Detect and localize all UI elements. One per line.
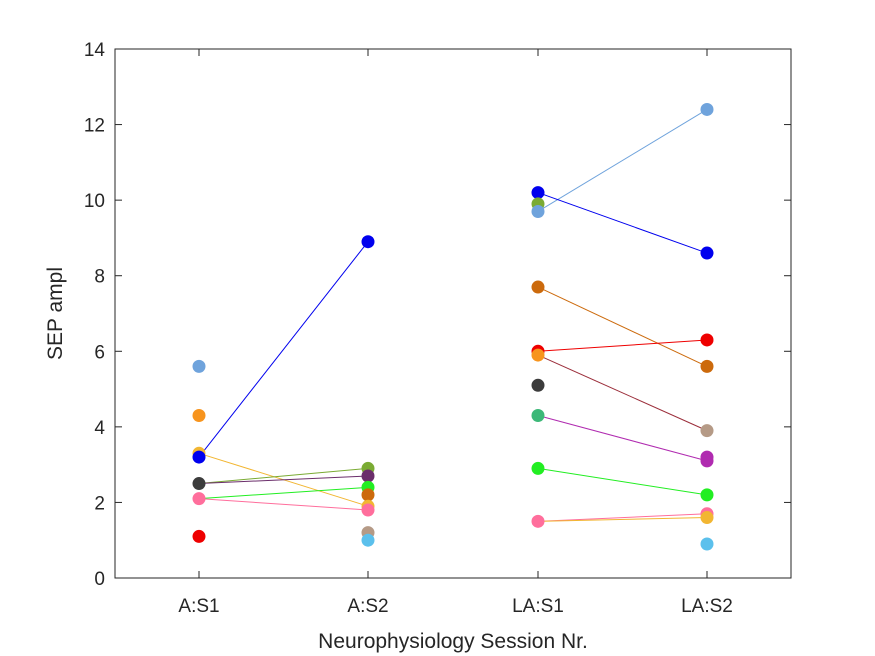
data-point-21 (531, 348, 545, 362)
data-point-5 (192, 492, 206, 506)
data-point-15 (361, 533, 375, 547)
data-point-25 (531, 514, 545, 528)
plot-area-frame (114, 48, 792, 579)
series-line-11 (537, 415, 708, 462)
series-line-5 (198, 498, 369, 511)
series-line-2 (198, 467, 369, 485)
data-point-36 (700, 537, 714, 551)
data-point-32 (700, 454, 714, 468)
y-axis-label: SEP ampl (44, 267, 67, 360)
y-tick-label-4: 8 (94, 267, 105, 288)
series-line-12 (537, 467, 708, 496)
data-point-30 (700, 424, 714, 438)
series-line-10 (537, 354, 708, 432)
data-point-22 (531, 378, 545, 392)
data-points (192, 102, 714, 551)
series-line-4 (198, 486, 369, 500)
x-axis-label: Neurophysiology Session Nr. (318, 630, 588, 653)
series-line-13 (537, 513, 708, 522)
data-point-6 (192, 529, 206, 543)
y-tick-label-7: 14 (84, 40, 106, 61)
data-point-11 (361, 488, 375, 502)
x-tick-label-1: A:S2 (347, 596, 388, 617)
data-point-18 (531, 204, 545, 218)
connection-lines (198, 109, 708, 522)
series-line-8 (537, 286, 708, 367)
series-line-7 (537, 192, 708, 254)
x-tick-label-0: A:S1 (178, 596, 219, 617)
data-point-24 (531, 461, 545, 475)
series-line-9 (537, 339, 708, 352)
y-tick-label-6: 12 (84, 116, 105, 137)
y-tick-label-1: 2 (94, 493, 105, 514)
data-point-28 (700, 333, 714, 347)
data-point-19 (531, 280, 545, 294)
y-tick-label-3: 6 (94, 342, 105, 363)
data-point-0 (192, 359, 206, 373)
data-point-29 (700, 359, 714, 373)
series-line-0 (198, 241, 369, 458)
data-point-13 (361, 503, 375, 517)
data-point-7 (361, 235, 375, 249)
y-tick-label-2: 4 (94, 418, 105, 439)
x-tick-label-3: LA:S2 (681, 596, 733, 617)
data-point-33 (700, 488, 714, 502)
data-point-1 (192, 409, 206, 423)
y-tick-label-0: 0 (94, 569, 105, 590)
data-point-27 (700, 246, 714, 260)
data-point-35 (700, 511, 714, 525)
series-line-14 (537, 517, 708, 522)
data-point-26 (700, 102, 714, 116)
y-tick-label-5: 10 (84, 191, 105, 212)
data-point-9 (361, 469, 375, 483)
axis-ticks: 0 2 4 6 8 10 12 14 A:S1 A:S2 LA:S1 LA:S2 (84, 40, 791, 617)
data-point-23 (531, 409, 545, 423)
series-line-6 (537, 109, 708, 212)
data-point-16 (531, 186, 545, 200)
series-line-3 (198, 475, 369, 485)
data-point-3 (192, 450, 206, 464)
x-tick-label-2: LA:S1 (512, 596, 564, 617)
data-point-4 (192, 477, 206, 491)
